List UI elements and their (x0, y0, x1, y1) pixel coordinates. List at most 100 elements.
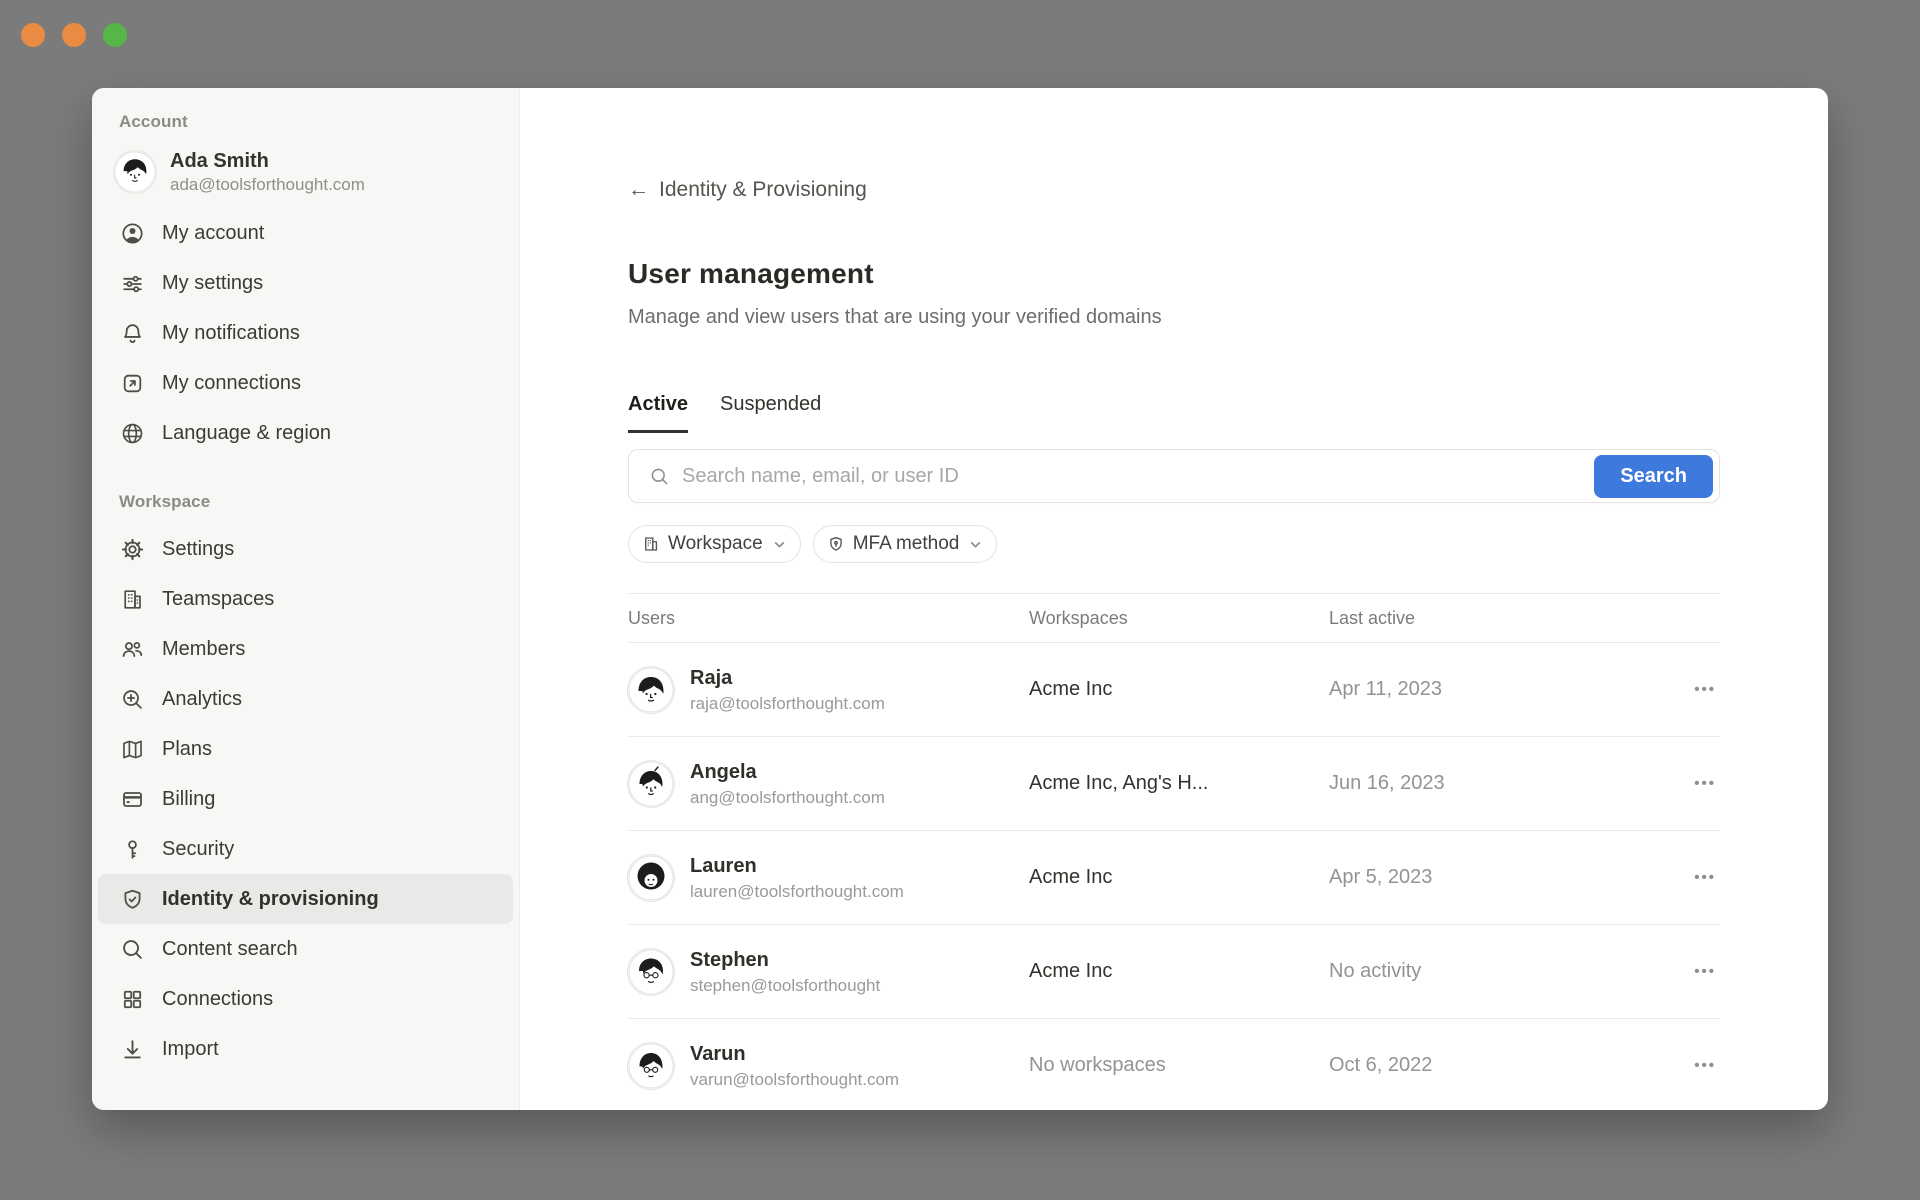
sidebar-item-label: My notifications (162, 321, 300, 344)
credit-card-icon (119, 786, 145, 812)
user-workspaces: No workspaces (1029, 1054, 1166, 1076)
user-avatar (628, 666, 674, 713)
user-workspaces: Acme Inc, Ang's H... (1029, 772, 1209, 794)
shield-check-icon (119, 886, 145, 912)
sidebar-item-content-search[interactable]: Content search (98, 924, 513, 974)
sidebar-section-workspace: Workspace (119, 492, 211, 511)
sidebar-item-label: Import (162, 1037, 219, 1060)
user-workspaces: Acme Inc (1029, 960, 1113, 982)
filter-chips: Workspace MFA method (628, 525, 1720, 563)
sidebar-item-teamspaces[interactable]: Teamspaces (98, 574, 513, 624)
table-divider (628, 593, 1720, 594)
sidebar-section-account: Account (119, 112, 188, 131)
user-email: stephen@toolsforthought (690, 975, 881, 995)
user-name: Varun (690, 1042, 746, 1065)
sidebar-item-my-settings[interactable]: My settings (98, 258, 513, 308)
sidebar-item-label: Settings (162, 537, 235, 560)
user-last-active: Jun 16, 2023 (1329, 772, 1445, 794)
sidebar-item-label: Analytics (162, 687, 243, 710)
sidebar-item-plans[interactable]: Plans (98, 724, 513, 774)
tabs: Active Suspended (628, 393, 1720, 433)
map-icon (119, 736, 145, 762)
row-menu-button[interactable]: ••• (1694, 962, 1716, 980)
user-name: Angela (690, 760, 757, 783)
sliders-icon (119, 270, 145, 296)
back-arrow-icon: ← (628, 178, 649, 201)
sidebar-item-import[interactable]: Import (98, 1024, 513, 1074)
user-email: varun@toolsforthought.com (690, 1069, 900, 1089)
user-last-active: Oct 6, 2022 (1329, 1054, 1433, 1076)
row-menu-button[interactable]: ••• (1694, 774, 1716, 792)
user-name: Lauren (690, 854, 757, 877)
table-row: Angela ang@toolsforthought.com Acme Inc,… (628, 737, 1720, 831)
sidebar-item-identity-provisioning[interactable]: Identity & provisioning (98, 874, 513, 924)
sidebar-item-my-connections[interactable]: My connections (98, 358, 513, 408)
sidebar-item-settings[interactable]: Settings (98, 524, 513, 574)
user-last-active: No activity (1329, 960, 1422, 982)
sidebar-item-label: Content search (162, 937, 298, 960)
user-last-active: Apr 11, 2023 (1329, 678, 1443, 700)
sidebar-item-label: Connections (162, 987, 274, 1010)
building-icon (642, 535, 660, 553)
search-button[interactable]: Search (1594, 455, 1713, 498)
settings-window: Account Ada Smith ada@toolsforthought.co… (92, 88, 1828, 1110)
magnifier-icon (119, 936, 145, 962)
sidebar-item-my-account[interactable]: My account (98, 208, 513, 258)
mfa-method-filter-chip[interactable]: MFA method (812, 525, 998, 563)
window-close-button[interactable] (21, 23, 45, 47)
page-subtitle: Manage and view users that are using you… (628, 306, 1162, 328)
account-user-email: ada@toolsforthought.com (170, 175, 365, 194)
main-content: ← Identity & Provisioning User managemen… (520, 88, 1828, 1110)
account-user-name: Ada Smith (170, 150, 269, 172)
building-icon (119, 586, 145, 612)
user-last-active: Apr 5, 2023 (1329, 866, 1433, 888)
search-bar: Search (628, 449, 1720, 503)
row-menu-button[interactable]: ••• (1694, 1056, 1716, 1074)
back-link[interactable]: ← Identity & Provisioning (628, 178, 1720, 202)
search-input[interactable] (682, 464, 1569, 488)
person-circle-icon (119, 220, 145, 246)
table-row: Lauren lauren@toolsforthought.com Acme I… (628, 831, 1720, 925)
sidebar-item-label: Security (162, 837, 235, 860)
sidebar-item-security[interactable]: Security (98, 824, 513, 874)
gear-icon (119, 536, 145, 562)
user-workspaces: Acme Inc (1029, 866, 1113, 888)
arrow-up-right-square-icon (119, 370, 145, 396)
mfa-method-filter-label: MFA method (852, 533, 960, 554)
sidebar-item-billing[interactable]: Billing (98, 774, 513, 824)
table-row: Stephen stephen@toolsforthought Acme Inc… (628, 925, 1720, 1019)
sidebar-item-members[interactable]: Members (98, 624, 513, 674)
user-email: raja@toolsforthought.com (690, 693, 885, 713)
column-header-workspaces: Workspaces (1029, 607, 1128, 628)
window-minimize-button[interactable] (62, 23, 86, 47)
users-table: Users Workspaces Last active Raja raja@t… (628, 593, 1720, 1110)
table-divider (628, 642, 1720, 643)
row-menu-button[interactable]: ••• (1694, 680, 1716, 698)
chevron-down-icon (969, 538, 982, 551)
tab-suspended[interactable]: Suspended (720, 393, 822, 415)
shield-lock-icon (827, 535, 845, 553)
column-header-last-active: Last active (1329, 607, 1416, 628)
tab-active[interactable]: Active (628, 393, 689, 433)
sidebar-item-analytics[interactable]: Analytics (98, 674, 513, 724)
account-user[interactable]: Ada Smith ada@toolsforthought.com (98, 144, 513, 200)
search-icon (649, 466, 670, 487)
column-header-users: Users (628, 607, 676, 628)
download-icon (119, 1036, 145, 1062)
back-link-label: Identity & Provisioning (659, 178, 867, 201)
bell-icon (119, 320, 145, 346)
sidebar-item-language-region[interactable]: Language & region (98, 408, 513, 458)
user-avatar (628, 854, 674, 901)
user-name: Raja (690, 666, 733, 689)
table-row: Varun varun@toolsforthought.com No works… (628, 1019, 1720, 1110)
sidebar-item-my-notifications[interactable]: My notifications (98, 308, 513, 358)
window-zoom-button[interactable] (103, 23, 127, 47)
sidebar-item-label: Identity & provisioning (162, 887, 379, 910)
sidebar-item-connections[interactable]: Connections (98, 974, 513, 1024)
row-menu-button[interactable]: ••• (1694, 868, 1716, 886)
user-email: ang@toolsforthought.com (690, 787, 885, 807)
user-workspaces: Acme Inc (1029, 678, 1113, 700)
workspace-filter-chip[interactable]: Workspace (628, 525, 801, 563)
sidebar-item-label: My account (162, 221, 265, 244)
globe-icon (119, 420, 145, 446)
